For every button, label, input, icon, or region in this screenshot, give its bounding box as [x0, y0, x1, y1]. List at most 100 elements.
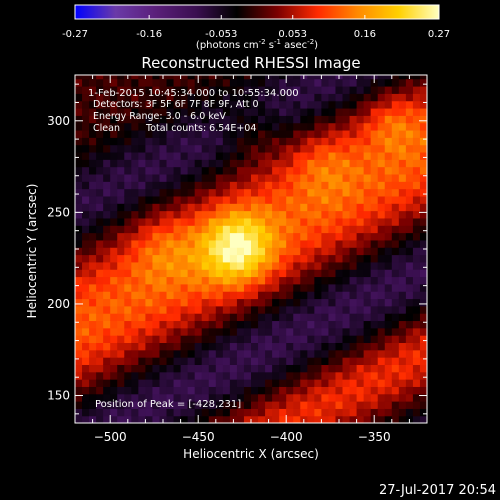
- heatmap-cell: [103, 371, 111, 380]
- heatmap-cell: [314, 305, 322, 314]
- heatmap-cell: [82, 137, 90, 146]
- heatmap-cell: [82, 357, 90, 365]
- heatmap-cell: [349, 115, 358, 124]
- heatmap-cell: [314, 335, 322, 344]
- heatmap-cell: [272, 181, 280, 190]
- heatmap-cell: [398, 247, 407, 256]
- heatmap-cell: [201, 401, 210, 409]
- heatmap-cell: [286, 349, 294, 358]
- heatmap-cell: [363, 364, 372, 373]
- heatmap-cell: [342, 342, 351, 351]
- heatmap-cell: [349, 349, 358, 358]
- heatmap-cell: [342, 379, 351, 387]
- heatmap-cell: [138, 107, 146, 116]
- heatmap-cell: [110, 75, 118, 80]
- heatmap-cell: [75, 78, 83, 87]
- heatmap-cell: [370, 151, 379, 160]
- heatmap-cell: [391, 225, 400, 234]
- heatmap-cell: [208, 210, 217, 219]
- heatmap-cell: [229, 269, 238, 278]
- heatmap-cell: [412, 298, 421, 307]
- heatmap-cell: [103, 144, 111, 153]
- heatmap-cell: [236, 335, 245, 344]
- heatmap-cell: [272, 261, 280, 270]
- heatmap-cell: [75, 276, 83, 285]
- heatmap-cell: [117, 401, 125, 409]
- heatmap-cell: [180, 144, 189, 153]
- heatmap-cell: [370, 107, 379, 116]
- heatmap-cell: [152, 225, 161, 234]
- heatmap-cell: [300, 320, 308, 329]
- heatmap-cell: [370, 364, 379, 373]
- heatmap-cell: [96, 75, 104, 80]
- heatmap-cell: [96, 129, 104, 138]
- heatmap-cell: [145, 93, 154, 102]
- heatmap-cell: [391, 173, 400, 182]
- heatmap-cell: [117, 203, 125, 212]
- heatmap-cell: [208, 283, 217, 292]
- heatmap-cell: [307, 254, 315, 263]
- heatmap-cell: [229, 225, 238, 234]
- colorbar-bar: [74, 4, 440, 20]
- heatmap-cell: [328, 181, 337, 190]
- heatmap-cell: [293, 137, 301, 146]
- heatmap-cell: [75, 239, 83, 248]
- heatmap-cell: [370, 335, 379, 344]
- heatmap-cell: [201, 144, 210, 153]
- heatmap-cell: [370, 122, 379, 131]
- heatmap-cell: [307, 85, 315, 94]
- heatmap-cell: [419, 335, 427, 344]
- heatmap-cell: [166, 408, 175, 417]
- heatmap-cell: [75, 107, 83, 116]
- heatmap-cell: [201, 364, 210, 373]
- heatmap-cell: [236, 75, 245, 80]
- heatmap-cell: [251, 115, 259, 124]
- heatmap-cell: [75, 415, 83, 423]
- heatmap-cell: [363, 122, 372, 131]
- heatmap-cell: [405, 393, 414, 402]
- heatmap-cell: [194, 342, 203, 351]
- heatmap-cell: [356, 137, 365, 146]
- heatmap-cell: [173, 320, 182, 329]
- heatmap-cell: [377, 217, 386, 226]
- heatmap-cell: [201, 129, 210, 138]
- heatmap-cell: [82, 225, 90, 234]
- heatmap-cell: [398, 188, 407, 197]
- heatmap-cell: [258, 291, 266, 300]
- heatmap-cell: [419, 210, 427, 219]
- heatmap-cell: [208, 305, 217, 314]
- heatmap-cell: [265, 335, 273, 344]
- heatmap-cell: [138, 203, 146, 212]
- heatmap-cell: [180, 335, 189, 344]
- heatmap-cell: [75, 401, 83, 409]
- heatmap-cell: [412, 408, 421, 417]
- heatmap-cell: [145, 305, 154, 314]
- heatmap-cell: [215, 129, 224, 138]
- heatmap-cell: [370, 342, 379, 351]
- heatmap-cell: [159, 276, 168, 285]
- heatmap-cell: [384, 93, 393, 102]
- heatmap-cell: [208, 327, 217, 336]
- heatmap-cell: [110, 210, 118, 219]
- heatmap-cell: [117, 129, 125, 138]
- heatmap-cell: [75, 75, 83, 80]
- heatmap: [75, 75, 427, 423]
- heatmap-cell: [412, 122, 421, 131]
- heatmap-cell: [398, 93, 407, 102]
- heatmap-cell: [363, 188, 372, 197]
- heatmap-cell: [419, 393, 427, 402]
- heatmap-cell: [152, 247, 161, 256]
- heatmap-cell: [314, 291, 322, 300]
- heatmap-cell: [286, 181, 294, 190]
- heatmap-cell: [307, 401, 315, 409]
- heatmap-cell: [279, 254, 287, 263]
- heatmap-cell: [145, 291, 154, 300]
- heatmap-cell: [363, 195, 372, 204]
- heatmap-cell: [279, 269, 287, 278]
- heatmap-cell: [145, 188, 154, 197]
- heatmap-cell: [201, 269, 210, 278]
- heatmap-cell: [236, 320, 245, 329]
- heatmap-cell: [356, 261, 365, 270]
- heatmap-cell: [412, 254, 421, 263]
- heatmap-cell: [398, 195, 407, 204]
